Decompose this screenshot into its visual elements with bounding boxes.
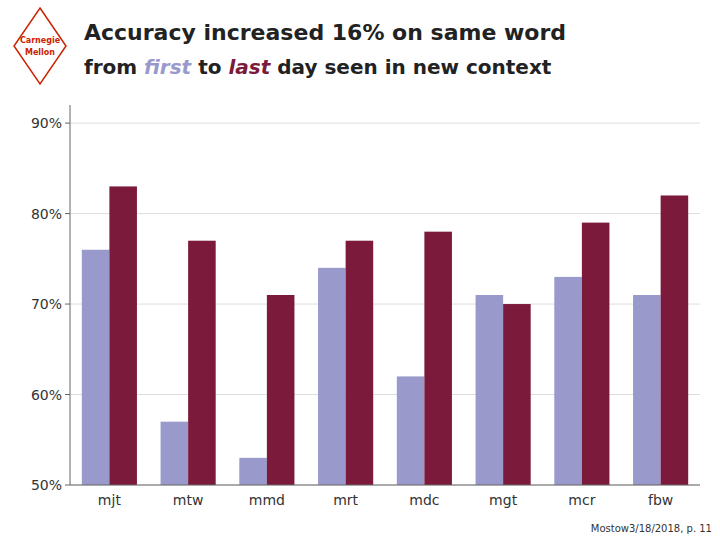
x-tick-label: mrt [333, 492, 358, 508]
y-tick [65, 304, 70, 305]
y-axis: 50% 60% 70% 80% 90% [31, 115, 700, 493]
subtitle-series-word: last [228, 55, 277, 79]
bar [554, 277, 582, 485]
y-tick [65, 394, 70, 395]
bar [346, 241, 374, 485]
bar [318, 268, 346, 485]
bar [188, 241, 216, 485]
y-tick-label: 90% [31, 115, 62, 131]
x-tick-label: fbw [648, 492, 673, 508]
bar [424, 232, 452, 485]
x-tick-label: mmd [249, 492, 285, 508]
subtitle: from first to last day seen in new conte… [84, 55, 552, 79]
x-axis-line [70, 485, 700, 486]
x-tick-label: mgt [489, 492, 518, 508]
y-tick [65, 213, 70, 214]
logo-diamond [14, 8, 66, 84]
bar [633, 295, 661, 485]
x-axis: mjt mtw mmd mrt mdc mgt mcr fbw [98, 492, 673, 508]
subtitle-word: day [277, 55, 324, 79]
subtitle-series-word: first [144, 55, 198, 79]
grid-line [70, 485, 700, 486]
x-tick-label: mcr [568, 492, 595, 508]
bar [582, 223, 610, 485]
x-tick-label: mjt [98, 492, 122, 508]
bar [661, 195, 689, 485]
logo-text: Mellon [25, 48, 55, 57]
subtitle-word: from [84, 55, 144, 79]
y-tick-label: 60% [31, 387, 62, 403]
subtitle-word: new [413, 55, 466, 79]
bar [397, 376, 425, 485]
bar [82, 250, 110, 485]
grid-line [70, 213, 700, 214]
grid-line [70, 123, 700, 124]
subtitle-word: in [385, 55, 413, 79]
bar [267, 295, 295, 485]
y-tick [65, 485, 70, 486]
bar [503, 304, 531, 485]
logo: Carnegie Mellon [14, 8, 66, 84]
bar [161, 422, 189, 485]
bar [109, 186, 137, 485]
y-tick-label: 50% [31, 477, 62, 493]
y-tick-label: 80% [31, 206, 62, 222]
y-axis-line [70, 105, 71, 485]
logo-text: Carnegie [20, 36, 61, 45]
x-tick-label: mtw [173, 492, 204, 508]
bar [476, 295, 504, 485]
bar [239, 458, 267, 485]
subtitle-word: seen [324, 55, 384, 79]
chart: Carnegie Mellon Accuracy increased 16% on … [0, 0, 720, 540]
footnote: Mostow3/18/2018, p. 11 [591, 523, 712, 534]
y-tick-label: 70% [31, 296, 62, 312]
subtitle-word: to [198, 55, 228, 79]
bars [82, 186, 688, 485]
x-tick-label: mdc [409, 492, 439, 508]
subtitle-word: context [466, 55, 552, 79]
title: Accuracy increased 16% on same word [84, 20, 566, 45]
y-tick [65, 123, 70, 124]
